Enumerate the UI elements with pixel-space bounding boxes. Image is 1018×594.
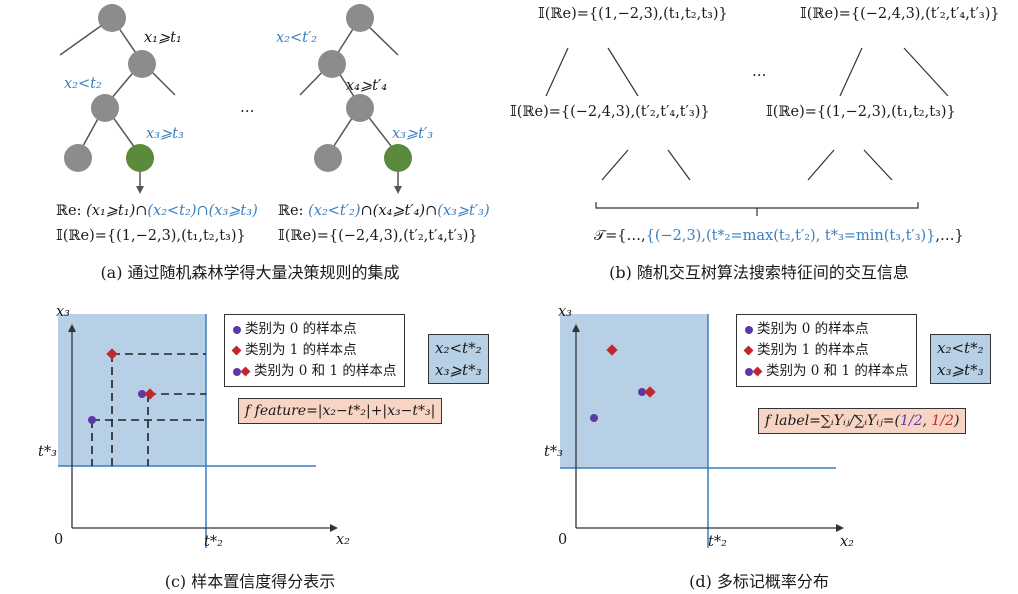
- tree2-edge-label-3: x₃⩾t′₃: [392, 126, 434, 142]
- tree2-root-node: [346, 4, 374, 32]
- panel-c: x₃ x₂ 0 t*₃ t*₂ 类别为 0 的样本点 类别为 1 的样本点 类别…: [0, 300, 500, 594]
- tree2-edge-label-1: x₂<t′₂: [276, 30, 318, 46]
- t3-label-c: t*₃: [38, 444, 57, 460]
- region-shade: [58, 314, 206, 466]
- caption-c: (c) 样本置信度得分表示: [164, 572, 336, 591]
- node-mid-right: 𝕀(ℝe)={(1,−2,3),(t₁,t₂,t₃)}: [766, 104, 956, 120]
- panel-d: x₃ x₂ 0 t*₃ t*₂ 类别为 0 的样本点 类别为 1 的样本点 类别…: [500, 300, 1018, 594]
- sample-class01-dot: [638, 388, 646, 396]
- y-axis-label-c: x₃: [56, 304, 70, 320]
- legend-item-class01: 类别为 0 和 1 的样本点: [745, 361, 908, 382]
- tree1-leaf-selected: [126, 144, 154, 172]
- rule-1: ℝe: (x₁⩾t₁)∩(x₂<t₂)∩(x₃⩾t₃): [56, 203, 258, 219]
- interaction-1: 𝕀(ℝe)={(1,−2,3),(t₁,t₂,t₃)}: [56, 228, 246, 244]
- y-axis-label-d: x₃: [558, 304, 572, 320]
- legend-item-class1: 类别为 1 的样本点: [743, 340, 908, 361]
- origin-d: 0: [558, 532, 568, 548]
- class1-marker-icon: [743, 345, 754, 356]
- condition-box-d: x₂<t*₂ x₃⩾t*₃: [930, 334, 991, 384]
- region-shade: [560, 314, 708, 468]
- sample-class0: [88, 416, 96, 424]
- node-top-right: 𝕀(ℝe)={(−2,4,3),(t′₂,t′₄,t′₃)}: [800, 6, 1000, 22]
- class0-marker-icon: [233, 325, 241, 334]
- tree1-edge-label-2: x₂<t₂: [64, 76, 102, 92]
- tree1-leaf-left: [64, 144, 92, 172]
- tree2-node-3: [346, 94, 374, 122]
- class0-marker-icon: [233, 367, 241, 376]
- class0-marker-icon: [745, 367, 753, 376]
- legend-c: 类别为 0 的样本点 类别为 1 的样本点 类别为 0 和 1 的样本点: [224, 314, 406, 387]
- class0-marker-icon: [745, 325, 753, 334]
- tree1-node-2: [128, 50, 156, 78]
- label-formula: f label=∑ᵢYᵢⱼ/∑ᵢYᵢⱼ=(1/2, 1/2): [758, 408, 967, 434]
- panel-b: 𝕀(ℝe)={(1,−2,3),(t₁,t₂,t₃)} 𝕀(ℝe)={(−2,4…: [500, 0, 1018, 290]
- tree1-root-node: [98, 4, 126, 32]
- tree1-edge-label-1: x₁⩾t₁: [144, 30, 182, 46]
- x-axis-label-c: x₂: [336, 532, 350, 548]
- tree2-node-2: [318, 50, 346, 78]
- legend-item-class0: 类别为 0 的样本点: [745, 319, 908, 340]
- caption-d: (d) 多标记概率分布: [689, 572, 829, 591]
- t2-label-d: t*₂: [708, 534, 727, 550]
- tree-diagrams: [59, 4, 412, 194]
- t3-label-d: t*₃: [544, 444, 563, 460]
- tree2-leaf-left: [314, 144, 342, 172]
- class1-marker-icon: [231, 345, 242, 356]
- caption-a: (a) 通过随机森林学得大量决策规则的集成: [100, 263, 400, 282]
- tree2-edge-label-2: x₄⩾t′₄: [346, 78, 388, 94]
- class1-marker-icon: [752, 366, 763, 377]
- condition-box-c: x₂<t*₂ x₃⩾t*₃: [428, 334, 489, 384]
- t2-label-c: t*₂: [204, 534, 223, 550]
- interaction-set: 𝒯={…,{(−2,3),(t*₂=max(t₂,t′₂), t*₃=min(t…: [594, 228, 964, 244]
- plot-c: [58, 314, 338, 548]
- tree2-leaf-selected: [384, 144, 412, 172]
- node-mid-left: 𝕀(ℝe)={(−2,4,3),(t′₂,t′₄,t′₃)}: [510, 104, 710, 120]
- graph-ellipsis: …: [752, 64, 767, 80]
- tree1-node-3: [91, 94, 119, 122]
- rule-2: ℝe: (x₂<t′₂)∩(x₄⩾t′₄)∩(x₃⩾t′₃): [278, 203, 490, 219]
- feature-formula: f feature=|x₂−t*₂|+|x₃−t*₃|: [238, 398, 443, 424]
- legend-d: 类别为 0 的样本点 类别为 1 的样本点 类别为 0 和 1 的样本点: [736, 314, 918, 387]
- sample-class01-dot: [138, 390, 146, 398]
- plot-d: [560, 314, 844, 548]
- sample-class0: [590, 414, 598, 422]
- interaction-2: 𝕀(ℝe)={(−2,4,3),(t′₂,t′₄,t′₃)}: [278, 228, 478, 244]
- node-top-left: 𝕀(ℝe)={(1,−2,3),(t₁,t₂,t₃)}: [538, 6, 728, 22]
- interaction-graph-edges: [545, 47, 949, 216]
- trees-ellipsis: …: [240, 100, 255, 116]
- caption-b: (b) 随机交互树算法搜索特征间的交互信息: [609, 263, 909, 282]
- origin-c: 0: [54, 532, 64, 548]
- legend-item-class0: 类别为 0 的样本点: [233, 319, 396, 340]
- panel-a: x₁⩾t₁ x₂<t₂ x₃⩾t₃ x₂<t′₂ x₄⩾t′₄ x₃⩾t′₃ ……: [0, 0, 500, 290]
- legend-item-class01: 类别为 0 和 1 的样本点: [233, 361, 396, 382]
- class1-marker-icon: [240, 366, 251, 377]
- x-axis-label-d: x₂: [840, 534, 854, 550]
- tree1-edge-label-3: x₃⩾t₃: [146, 126, 184, 142]
- legend-item-class1: 类别为 1 的样本点: [231, 340, 396, 361]
